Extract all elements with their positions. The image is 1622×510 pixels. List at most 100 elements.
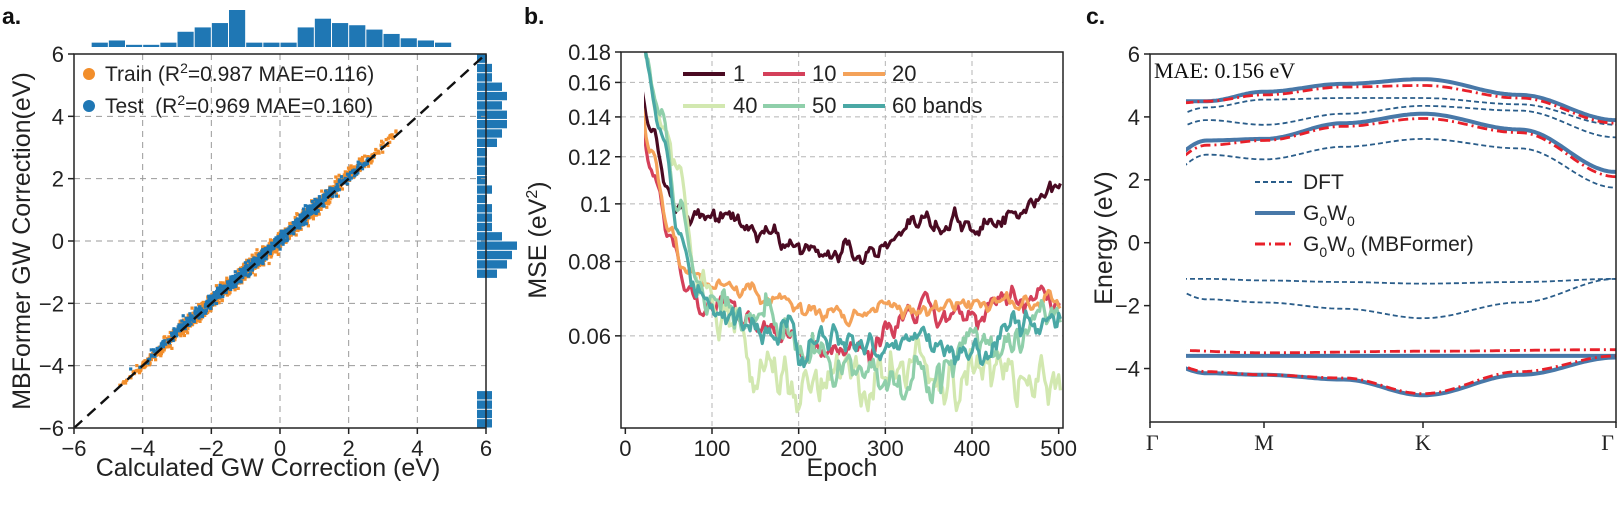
y-axis-label: MBFormer GW Correction(eV)	[8, 72, 36, 410]
test-point	[306, 208, 310, 212]
right-histogram-bar	[477, 157, 487, 166]
test-point	[243, 261, 247, 265]
kpoint-label: M	[1254, 430, 1274, 455]
panel-b-label: b.	[524, 3, 544, 29]
train-point	[170, 346, 174, 350]
y-tick-label: 0.14	[568, 105, 611, 130]
train-point	[327, 196, 332, 200]
test-point	[199, 307, 203, 311]
test-point	[334, 194, 338, 198]
test-point	[271, 242, 275, 246]
train-point	[225, 276, 229, 280]
top-histogram-bar	[211, 23, 228, 47]
train-point	[208, 309, 212, 313]
train-point	[384, 138, 388, 142]
test-point	[229, 275, 233, 279]
top-histogram-bar	[400, 38, 417, 47]
test-point	[285, 230, 289, 234]
series-line-1	[644, 91, 1062, 265]
y-tick-label: 0.1	[580, 192, 611, 217]
train-point	[182, 333, 186, 338]
test-point	[303, 211, 307, 215]
test-point	[181, 314, 185, 318]
train-point	[190, 306, 194, 310]
train-point	[347, 168, 351, 172]
train-point	[202, 304, 206, 308]
test-point	[352, 174, 357, 178]
test-point	[194, 312, 198, 316]
train-point	[344, 174, 348, 178]
test-point	[284, 228, 288, 232]
test-point	[196, 308, 200, 312]
test-point	[253, 257, 257, 261]
train-point	[333, 180, 337, 184]
train-point	[233, 288, 237, 292]
right-histogram-bar	[477, 419, 492, 428]
test-point	[285, 239, 289, 243]
top-histogram-bar	[297, 27, 314, 47]
test-point	[188, 312, 192, 316]
test-point	[184, 316, 189, 320]
test-point	[273, 237, 277, 242]
train-point	[179, 332, 183, 336]
test-point	[215, 289, 219, 293]
test-point	[309, 204, 313, 208]
tick-labels: −6−6 −4 −4 −2 −2 0 0 2 2 4 4 6 6	[39, 42, 492, 461]
train-point	[374, 147, 378, 152]
mae-annotation: MAE: 0.156 eV	[1154, 58, 1295, 83]
train-point	[306, 224, 310, 228]
test-point	[279, 240, 283, 244]
test-point	[261, 250, 265, 254]
top-histogram-bar	[194, 27, 211, 47]
top-histogram-bar	[435, 42, 452, 47]
test-point	[197, 316, 201, 320]
train-point	[149, 358, 153, 362]
test-point	[294, 225, 298, 229]
test-point	[207, 297, 211, 301]
test-point	[129, 367, 133, 371]
test-point	[229, 283, 233, 287]
train-point	[134, 369, 138, 373]
top-histogram-bar	[246, 42, 263, 47]
right-histogram-bar	[477, 138, 497, 147]
train-point	[181, 331, 185, 335]
test-point	[158, 345, 162, 349]
test-point	[317, 199, 321, 203]
right-histogram	[477, 54, 517, 428]
test-point	[349, 170, 353, 175]
test-point	[285, 235, 289, 239]
train-point	[206, 310, 210, 314]
kpoint-label: Γ	[1601, 430, 1614, 455]
train-point	[248, 257, 253, 262]
train-point	[139, 369, 143, 373]
test-point	[192, 319, 196, 323]
train-point	[219, 281, 223, 285]
train-point	[167, 335, 171, 339]
band-g0w0-1	[1186, 111, 1616, 174]
train-point	[346, 166, 351, 170]
train-point	[125, 378, 129, 382]
test-point	[211, 298, 215, 302]
legend-test-marker	[83, 100, 95, 112]
test-point	[238, 268, 242, 272]
test-point	[314, 211, 318, 215]
right-histogram-bar	[477, 176, 487, 185]
band-lines	[1186, 77, 1616, 398]
test-point	[213, 294, 217, 298]
train-point	[221, 281, 225, 285]
train-point	[141, 360, 146, 364]
test-point	[310, 211, 314, 215]
test-point	[292, 232, 296, 236]
train-point	[293, 215, 297, 220]
train-point	[326, 198, 330, 202]
test-point	[306, 212, 310, 216]
test-point	[179, 323, 183, 327]
y-axis-label: MSE (eV2)	[524, 181, 552, 298]
right-histogram-bar	[477, 409, 492, 419]
train-point	[381, 150, 385, 154]
test-point	[329, 191, 333, 195]
legend-train-marker	[83, 68, 95, 80]
train-point	[168, 344, 172, 348]
band-g0w0-3	[1186, 355, 1616, 398]
train-point	[276, 247, 280, 251]
